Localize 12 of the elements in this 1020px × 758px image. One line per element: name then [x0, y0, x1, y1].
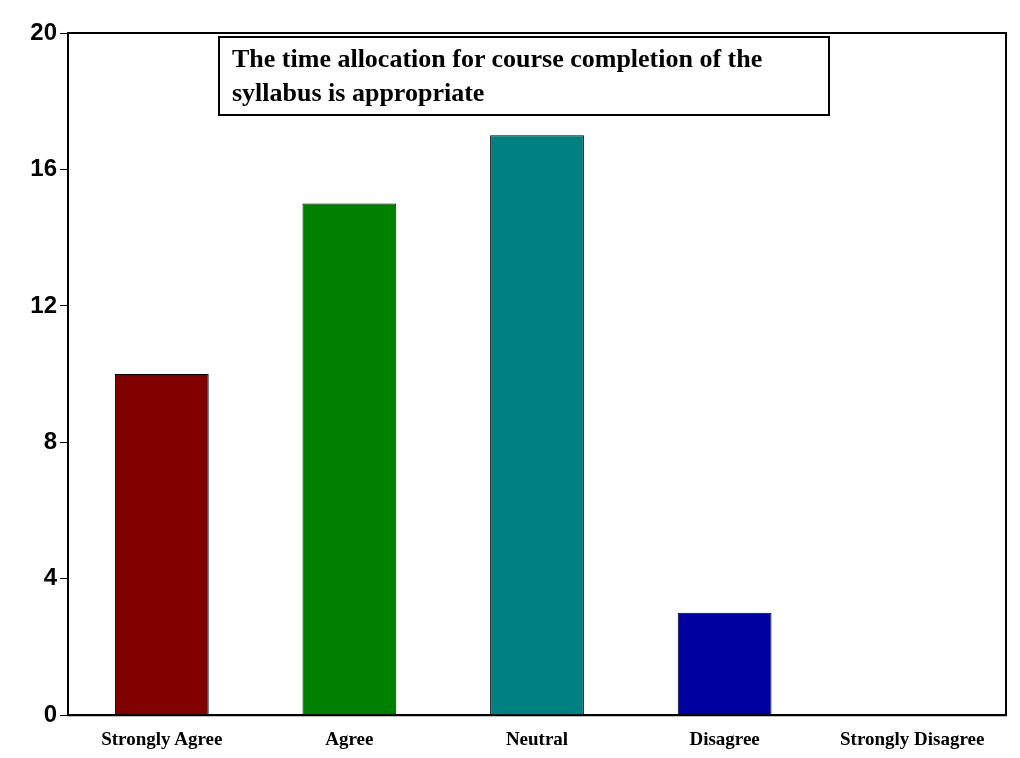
- x-tick-label: Agree: [325, 727, 374, 749]
- x-tick-label: Strongly Disagree: [839, 727, 985, 749]
- y-tick-label: 16: [30, 154, 57, 182]
- x-tick-label: Neutral: [505, 727, 569, 749]
- text: The time allocation for course completion of the syllabus is appropriate: [218, 36, 830, 116]
- y-tick-label: 12: [30, 290, 57, 318]
- x-tick-label: Strongly Agree: [101, 727, 223, 749]
- y-tick-label: 0: [43, 699, 57, 727]
- y-tick-label: 20: [30, 17, 57, 45]
- y-tick-label: 8: [43, 426, 57, 454]
- y-tick-label: 4: [43, 563, 58, 591]
- x-tick-label: Disagree: [689, 727, 760, 749]
